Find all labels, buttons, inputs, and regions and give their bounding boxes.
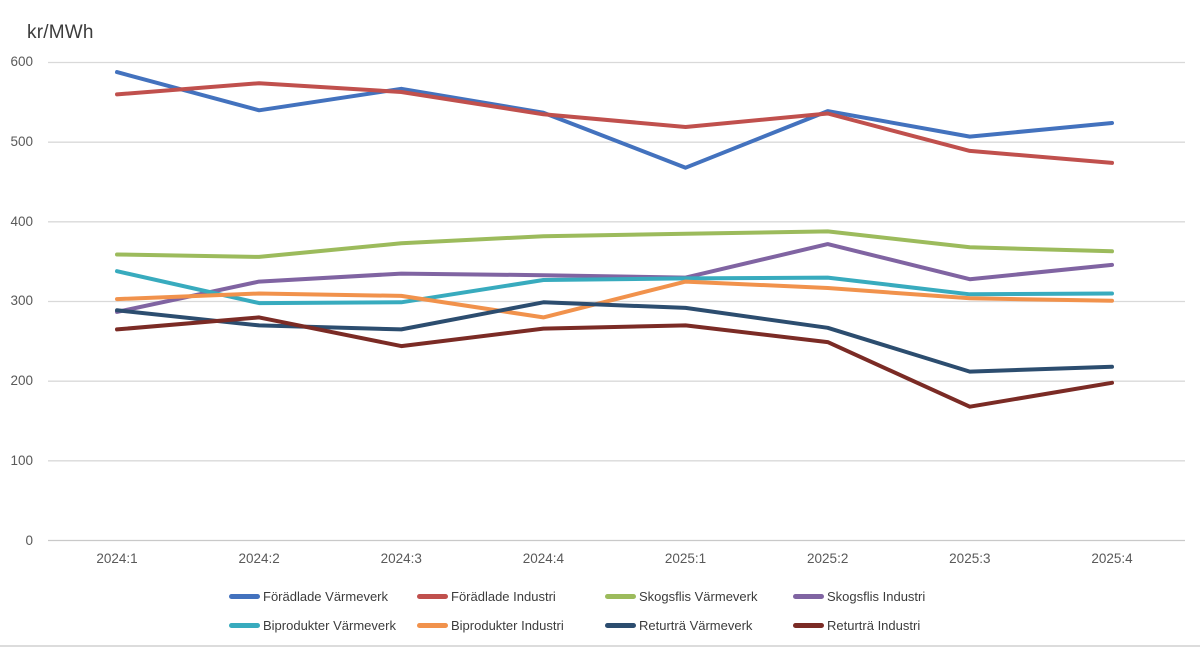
series-line-3 [115, 242, 1114, 314]
legend-item: Biprodukter Värmeverk [229, 615, 396, 635]
y-tick-label: 300 [10, 293, 33, 309]
legend-label: Biprodukter Industri [451, 617, 564, 633]
x-tick-label: 2024:1 [96, 551, 138, 566]
series-line-4 [115, 269, 1114, 306]
x-tick-label: 2024:2 [238, 551, 280, 566]
legend: Förädlade Värmeverk Förädlade Industri Sko… [229, 586, 999, 646]
legend-label: Returträ Värmeverk [639, 617, 753, 633]
series-line-1 [115, 81, 1114, 165]
legend-item: Returträ Värmeverk [605, 615, 752, 635]
y-tick-label: 400 [10, 213, 33, 229]
series-line-2 [115, 229, 1114, 259]
legend-item: Skogsflis Industri [793, 586, 925, 606]
legend-item: Förädlade Värmeverk [229, 586, 388, 606]
legend-label: Förädlade Industri [451, 588, 556, 604]
legend-item: Förädlade Industri [417, 586, 556, 606]
x-tick-label: 2025:2 [807, 551, 849, 566]
x-tick-label: 2024:3 [380, 551, 422, 566]
legend-label: Skogsflis Värmeverk [639, 588, 758, 604]
x-tick-label: 2025:1 [664, 551, 707, 566]
y-tick-label: 0 [25, 532, 33, 548]
legend-label: Returträ Industri [827, 617, 921, 633]
y-tick-label: 200 [10, 373, 33, 389]
series-line-6 [115, 300, 1114, 374]
legend-line-swatch [229, 593, 260, 599]
y-tick-label: 600 [10, 54, 33, 70]
x-tick-label: 2025:3 [949, 551, 991, 566]
x-tick-label: 2025:4 [1091, 551, 1133, 566]
legend-line-swatch [605, 593, 636, 599]
legend-item: Biprodukter Industri [417, 615, 564, 635]
bottom-divider [0, 645, 1200, 647]
y-tick-label: 100 [10, 452, 33, 468]
legend-line-swatch [417, 593, 448, 599]
y-tick-label: 500 [10, 134, 33, 150]
legend-item: Returträ Industri [793, 615, 920, 635]
series-line-0 [115, 70, 1114, 170]
legend-line-swatch [417, 622, 448, 628]
legend-label: Förädlade Värmeverk [263, 588, 388, 604]
legend-line-swatch [229, 622, 260, 628]
series-line-5 [115, 279, 1114, 320]
x-tick-label: 2024:4 [522, 551, 565, 566]
legend-label: Biprodukter Värmeverk [263, 617, 396, 633]
legend-item: Skogsflis Värmeverk [605, 586, 757, 606]
legend-line-swatch [793, 593, 824, 599]
legend-label: Skogsflis Industri [827, 588, 926, 604]
chart-title: kr/MWh [27, 22, 94, 43]
legend-line-swatch [793, 622, 824, 628]
series-line-7 [115, 315, 1114, 409]
legend-line-swatch [605, 622, 636, 628]
